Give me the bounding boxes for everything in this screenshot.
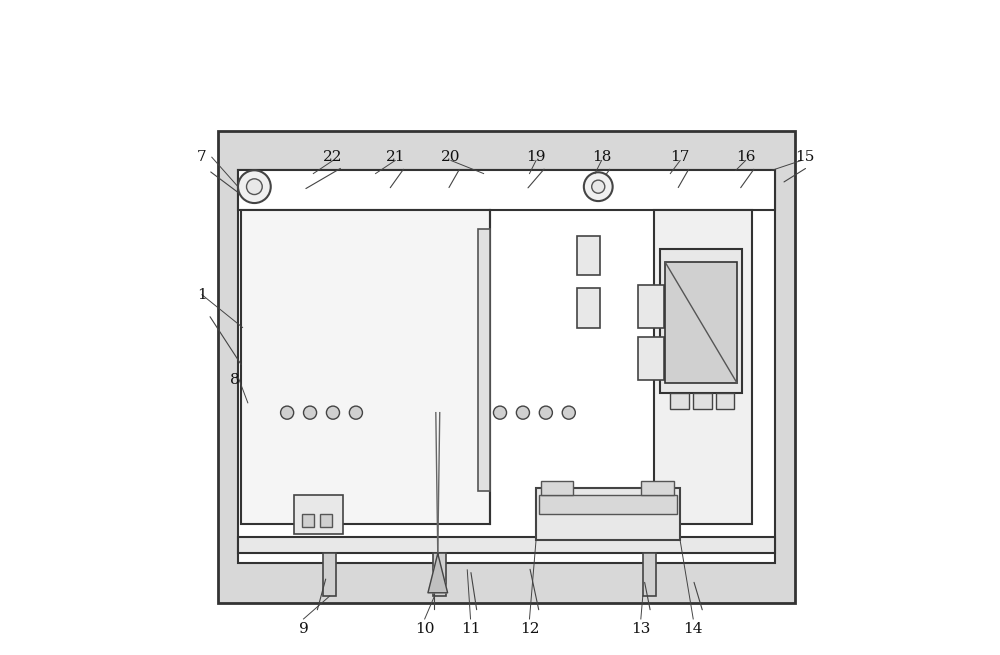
Circle shape <box>562 406 575 419</box>
Bar <box>539 495 677 514</box>
Circle shape <box>592 180 605 193</box>
Bar <box>238 537 775 553</box>
Text: 12: 12 <box>520 622 539 636</box>
Circle shape <box>326 406 340 419</box>
Text: 18: 18 <box>592 150 611 164</box>
Bar <box>641 481 674 495</box>
Bar <box>643 553 656 596</box>
Bar <box>433 553 446 596</box>
Bar <box>638 285 664 328</box>
Bar <box>577 288 600 328</box>
Text: 19: 19 <box>526 150 546 164</box>
Circle shape <box>238 170 271 203</box>
Bar <box>238 170 775 563</box>
Bar <box>294 495 343 534</box>
Text: 9: 9 <box>299 622 308 636</box>
Bar <box>577 236 600 275</box>
Circle shape <box>493 406 507 419</box>
Bar <box>238 170 775 210</box>
Text: 7: 7 <box>197 150 207 164</box>
Text: 20: 20 <box>441 150 461 164</box>
Bar <box>478 229 490 491</box>
Circle shape <box>584 172 613 201</box>
Circle shape <box>247 179 262 195</box>
Circle shape <box>516 406 529 419</box>
Bar <box>716 393 734 409</box>
Text: 8: 8 <box>230 373 240 387</box>
Text: 13: 13 <box>631 622 651 636</box>
Bar <box>654 210 752 524</box>
Bar <box>323 553 336 596</box>
Bar <box>302 514 314 527</box>
Circle shape <box>303 406 317 419</box>
Polygon shape <box>428 553 448 593</box>
Circle shape <box>539 406 552 419</box>
Text: 10: 10 <box>415 622 434 636</box>
Text: 17: 17 <box>670 150 690 164</box>
Circle shape <box>349 406 362 419</box>
Bar <box>320 514 332 527</box>
Bar <box>665 262 737 383</box>
Text: 15: 15 <box>795 150 814 164</box>
Text: 16: 16 <box>736 150 755 164</box>
Bar <box>670 393 689 409</box>
Text: 11: 11 <box>461 622 480 636</box>
Bar <box>536 488 680 540</box>
Bar <box>660 249 742 393</box>
Text: 21: 21 <box>385 150 405 164</box>
Text: 22: 22 <box>323 150 343 164</box>
Bar <box>241 210 490 524</box>
Bar <box>693 393 712 409</box>
Circle shape <box>281 406 294 419</box>
Text: 1: 1 <box>197 288 207 302</box>
Bar <box>638 337 664 380</box>
Text: 14: 14 <box>683 622 703 636</box>
Bar <box>541 481 573 495</box>
Bar <box>218 131 795 603</box>
